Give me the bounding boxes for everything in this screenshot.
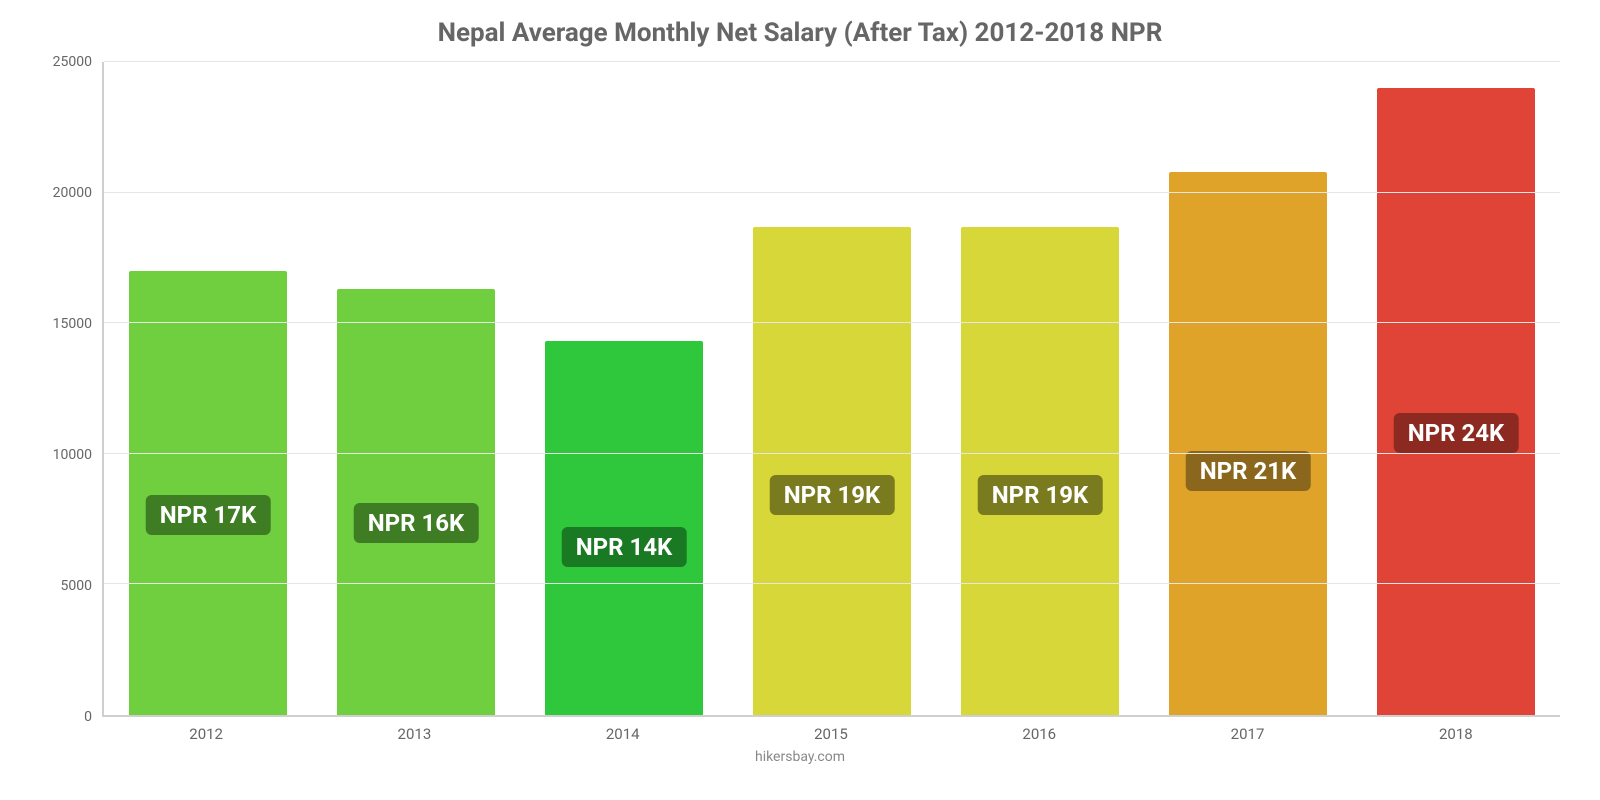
bar: NPR 16K bbox=[337, 289, 495, 715]
bar: NPR 19K bbox=[753, 227, 911, 715]
bar-slot: NPR 19K bbox=[728, 62, 936, 715]
chart-title: Nepal Average Monthly Net Salary (After … bbox=[40, 18, 1560, 48]
bar-value-label: NPR 14K bbox=[562, 527, 687, 567]
bar: NPR 21K bbox=[1169, 172, 1327, 715]
y-axis: 0500010000150002000025000 bbox=[40, 62, 102, 717]
bar: NPR 19K bbox=[961, 227, 1119, 715]
gridline bbox=[104, 583, 1560, 584]
bar-slot: NPR 24K bbox=[1352, 62, 1560, 715]
x-tick-label: 2016 bbox=[935, 717, 1143, 743]
salary-chart: Nepal Average Monthly Net Salary (After … bbox=[0, 0, 1600, 800]
y-tick-label: 25000 bbox=[53, 54, 92, 70]
bar-slot: NPR 19K bbox=[936, 62, 1144, 715]
bar-value-label: NPR 19K bbox=[978, 475, 1103, 515]
bars-container: NPR 17K NPR 16K NPR 14K NPR 19K NPR 19K NPR 2… bbox=[104, 62, 1560, 715]
y-tick-label: 10000 bbox=[53, 447, 92, 463]
gridline bbox=[104, 61, 1560, 62]
y-tick-label: 5000 bbox=[61, 578, 92, 594]
gridline bbox=[104, 453, 1560, 454]
x-tick-label: 2012 bbox=[102, 717, 310, 743]
x-tick-label: 2015 bbox=[727, 717, 935, 743]
y-tick-label: 0 bbox=[84, 709, 92, 725]
bar-slot: NPR 14K bbox=[520, 62, 728, 715]
bar-value-label: NPR 21K bbox=[1186, 451, 1311, 491]
y-tick-label: 15000 bbox=[53, 316, 92, 332]
plot-rect: NPR 17K NPR 16K NPR 14K NPR 19K NPR 19K NPR 2… bbox=[102, 62, 1560, 717]
bar: NPR 24K bbox=[1377, 88, 1535, 715]
bar-value-label: NPR 17K bbox=[146, 495, 271, 535]
bar-value-label: NPR 24K bbox=[1394, 413, 1519, 453]
x-axis-labels: 2012201320142015201620172018 bbox=[102, 717, 1560, 743]
bar: NPR 17K bbox=[129, 271, 287, 715]
bar-slot: NPR 21K bbox=[1144, 62, 1352, 715]
x-tick-label: 2013 bbox=[310, 717, 518, 743]
source-text: hikersbay.com bbox=[40, 749, 1560, 765]
bar-value-label: NPR 16K bbox=[354, 503, 479, 543]
bar-slot: NPR 16K bbox=[312, 62, 520, 715]
y-tick-label: 20000 bbox=[53, 185, 92, 201]
gridline bbox=[104, 322, 1560, 323]
bar-value-label: NPR 19K bbox=[770, 475, 895, 515]
plot-area: 0500010000150002000025000 NPR 17KNPR 16K… bbox=[40, 62, 1560, 717]
gridline bbox=[104, 192, 1560, 193]
bar: NPR 14K bbox=[545, 341, 703, 715]
bar-slot: NPR 17K bbox=[104, 62, 312, 715]
x-tick-label: 2014 bbox=[519, 717, 727, 743]
x-tick-label: 2017 bbox=[1143, 717, 1351, 743]
x-tick-label: 2018 bbox=[1352, 717, 1560, 743]
